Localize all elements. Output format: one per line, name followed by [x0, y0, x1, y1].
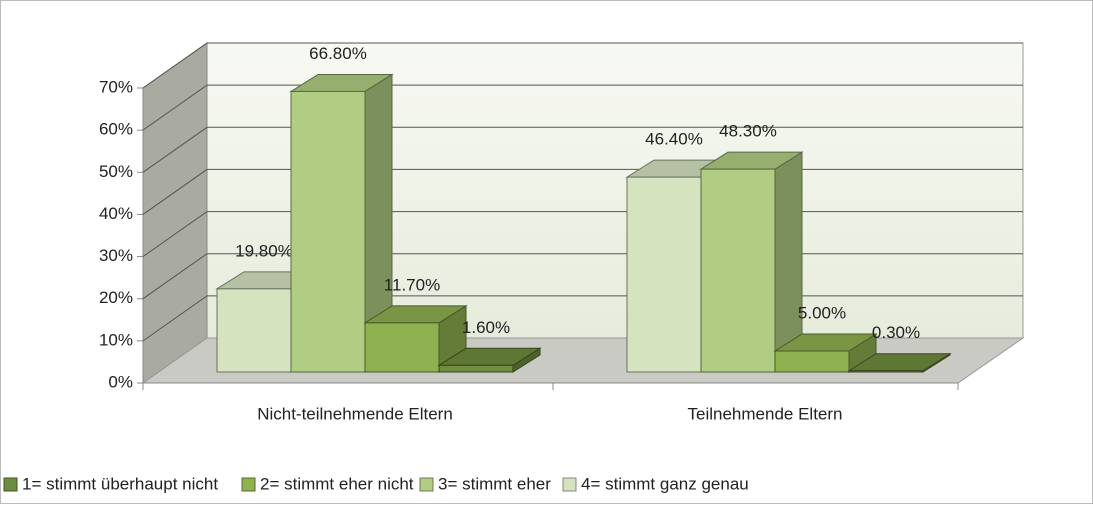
value-label: 46.40%	[645, 130, 703, 149]
y-tick-label: 10%	[99, 330, 133, 349]
value-label: 48.30%	[719, 122, 777, 141]
value-label: 19.80%	[235, 241, 293, 260]
value-label: 1.60%	[462, 318, 510, 337]
legend-label: 1= stimmt überhaupt nicht	[22, 474, 218, 493]
bar	[774, 350, 850, 373]
legend-label: 4= stimmt ganz genau	[581, 474, 749, 493]
y-tick-label: 70%	[99, 77, 133, 96]
bar	[216, 288, 292, 373]
y-tick-label: 50%	[99, 162, 133, 181]
side-wall	[142, 42, 208, 384]
value-label: 66.80%	[309, 44, 367, 63]
y-tick-label: 0%	[108, 372, 133, 391]
bar	[290, 90, 366, 373]
bar	[700, 168, 776, 373]
grid-line	[142, 42, 1023, 89]
grid-line	[142, 84, 1023, 131]
x-tick-label: Teilnehmende Eltern	[688, 404, 843, 423]
grid-line	[142, 126, 1023, 173]
legend-swatch	[241, 477, 256, 492]
legend-label: 2= stimmt eher nicht	[260, 474, 414, 493]
value-label: 11.70%	[384, 275, 440, 294]
y-tick-label: 40%	[99, 204, 133, 223]
value-label: 0.30%	[872, 323, 920, 342]
legend-swatch	[419, 477, 434, 492]
bar	[626, 176, 702, 373]
y-tick-label: 20%	[99, 288, 133, 307]
y-tick-label: 60%	[99, 120, 133, 139]
bar	[364, 322, 440, 373]
x-tick-label: Nicht-teilnehmende Eltern	[257, 404, 453, 423]
value-label: 5.00%	[798, 303, 846, 322]
legend-label: 3= stimmt eher	[438, 474, 551, 493]
legend-swatch	[3, 477, 18, 492]
legend-swatch	[562, 477, 577, 492]
bar	[848, 370, 924, 373]
bar	[438, 364, 514, 373]
y-tick-label: 30%	[99, 246, 133, 265]
